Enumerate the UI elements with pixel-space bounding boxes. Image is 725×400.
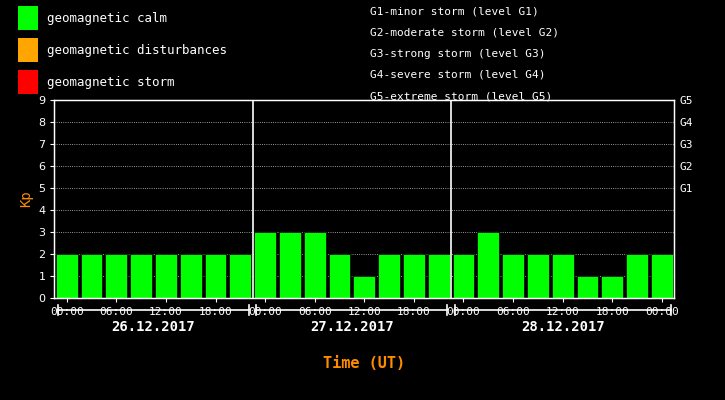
Text: geomagnetic calm: geomagnetic calm bbox=[47, 12, 167, 25]
Bar bbox=[18, 70, 38, 94]
Text: 27.12.2017: 27.12.2017 bbox=[310, 320, 394, 334]
Bar bbox=[353, 276, 376, 298]
Bar bbox=[378, 254, 400, 298]
Bar bbox=[180, 254, 202, 298]
Bar bbox=[204, 254, 226, 298]
Bar bbox=[155, 254, 177, 298]
Bar bbox=[477, 232, 500, 298]
Text: Time (UT): Time (UT) bbox=[323, 356, 405, 372]
Bar bbox=[279, 232, 301, 298]
Text: G4-severe storm (level G4): G4-severe storm (level G4) bbox=[370, 70, 545, 80]
Text: G1-minor storm (level G1): G1-minor storm (level G1) bbox=[370, 6, 539, 16]
Bar bbox=[452, 254, 474, 298]
Bar bbox=[18, 6, 38, 30]
Text: 26.12.2017: 26.12.2017 bbox=[112, 320, 196, 334]
Bar bbox=[229, 254, 252, 298]
Bar bbox=[576, 276, 598, 298]
Bar bbox=[502, 254, 524, 298]
Bar bbox=[80, 254, 102, 298]
Bar bbox=[428, 254, 450, 298]
Bar bbox=[254, 232, 276, 298]
Bar bbox=[18, 38, 38, 62]
Text: 28.12.2017: 28.12.2017 bbox=[521, 320, 605, 334]
Text: geomagnetic storm: geomagnetic storm bbox=[47, 76, 175, 88]
Bar bbox=[626, 254, 648, 298]
Bar bbox=[328, 254, 350, 298]
Bar bbox=[56, 254, 78, 298]
Bar bbox=[552, 254, 573, 298]
Bar bbox=[403, 254, 425, 298]
Text: G2-moderate storm (level G2): G2-moderate storm (level G2) bbox=[370, 28, 559, 38]
Text: geomagnetic disturbances: geomagnetic disturbances bbox=[47, 44, 227, 56]
Bar bbox=[651, 254, 673, 298]
Bar bbox=[527, 254, 549, 298]
Y-axis label: Kp: Kp bbox=[19, 191, 33, 207]
Text: G3-strong storm (level G3): G3-strong storm (level G3) bbox=[370, 49, 545, 59]
Bar bbox=[304, 232, 326, 298]
Text: G5-extreme storm (level G5): G5-extreme storm (level G5) bbox=[370, 91, 552, 101]
Bar bbox=[601, 276, 624, 298]
Bar bbox=[105, 254, 128, 298]
Bar bbox=[130, 254, 152, 298]
